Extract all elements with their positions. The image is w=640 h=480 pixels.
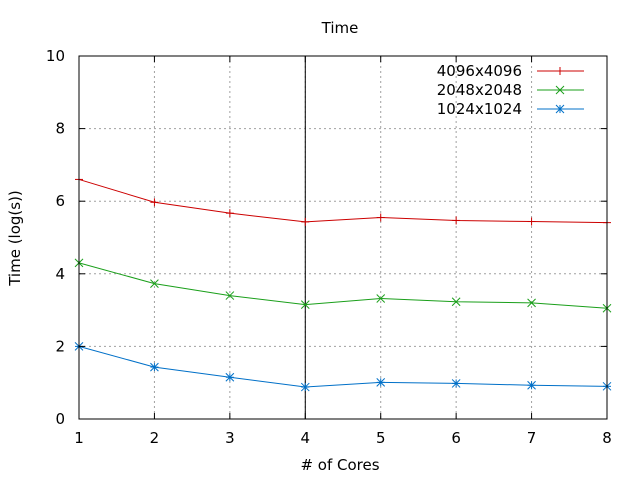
data-point [225, 291, 235, 300]
data-point [300, 300, 310, 310]
data-point [451, 379, 461, 388]
y-tick-label: 6 [55, 192, 65, 210]
series-line [78, 345, 608, 388]
data-point [376, 377, 386, 387]
data-point [527, 298, 536, 308]
marker-stroke [527, 380, 536, 390]
marker-stroke [225, 372, 235, 382]
data-point [555, 85, 565, 95]
data-point [150, 362, 159, 372]
x-tick-label: 4 [301, 429, 311, 447]
marker-stroke [150, 279, 159, 288]
data-point [376, 213, 385, 222]
y-tick-label: 10 [46, 47, 65, 65]
marker-stroke [451, 379, 461, 388]
data-point [556, 67, 564, 75]
plot-frame [78, 55, 608, 420]
data-point [300, 382, 310, 392]
y-tick-label: 0 [55, 410, 65, 428]
series-line [78, 262, 608, 309]
marker-stroke [451, 297, 461, 307]
marker-stroke [555, 85, 565, 95]
data-point [376, 294, 386, 303]
y-tick-label: 8 [55, 120, 65, 138]
marker-stroke [225, 291, 235, 300]
y-tick-label: 2 [55, 337, 65, 355]
legend-label: 4096x4096 [437, 62, 522, 80]
data-point [225, 209, 234, 218]
x-tick-label: 5 [376, 429, 386, 447]
x-tick-label: 6 [451, 429, 461, 447]
tick-layer: 1 2 3 4 5 6 7 8 0 2 4 6 8 10 [46, 47, 612, 447]
series-line [78, 178, 608, 224]
x-tick-label: 1 [74, 429, 84, 447]
grid-layer [79, 56, 607, 419]
x-axis-label: # of Cores [300, 456, 379, 474]
marker-stroke [527, 298, 536, 308]
legend-label: 1024x1024 [437, 100, 522, 118]
data-point [452, 216, 461, 225]
chart-title: Time [321, 19, 359, 37]
x-tick-label: 7 [527, 429, 537, 447]
x-tick-label: 2 [150, 429, 160, 447]
x-tick-label: 8 [602, 429, 612, 447]
marker-stroke [150, 362, 159, 372]
x-tick-label: 3 [225, 429, 235, 447]
marker-stroke [376, 294, 386, 303]
data-point [451, 297, 461, 307]
data-point [555, 104, 565, 114]
data-point [527, 380, 536, 390]
data-point [150, 198, 159, 207]
marker-stroke [555, 104, 565, 114]
legend-label: 2048x2048 [437, 81, 522, 99]
marker-stroke [300, 300, 310, 310]
y-tick-label: 4 [55, 265, 65, 283]
data-point [225, 372, 235, 382]
data-point [301, 217, 310, 226]
data-point [150, 279, 159, 288]
marker-stroke [300, 382, 310, 392]
data-point [527, 217, 536, 226]
marker-stroke [376, 377, 386, 387]
y-axis-label: Time (log(s)) [6, 190, 24, 287]
